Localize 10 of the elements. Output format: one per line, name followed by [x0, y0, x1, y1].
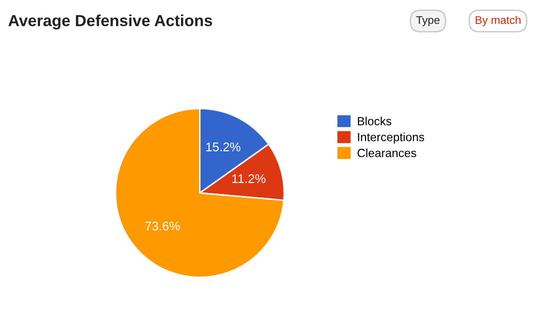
legend-label: Interceptions — [358, 132, 424, 144]
data-label: 11.2% — [232, 174, 266, 184]
pie-slice — [114, 108, 285, 278]
text: By match — [476, 16, 520, 26]
data-label: 15.2% — [206, 142, 240, 152]
data-label: 73.6% — [145, 222, 180, 230]
legend-label: Blocks — [358, 116, 392, 126]
legend-label: Clearances — [358, 148, 416, 158]
chart-title: Average Defensive Actions — [8, 14, 212, 30]
text: Type — [416, 16, 440, 26]
